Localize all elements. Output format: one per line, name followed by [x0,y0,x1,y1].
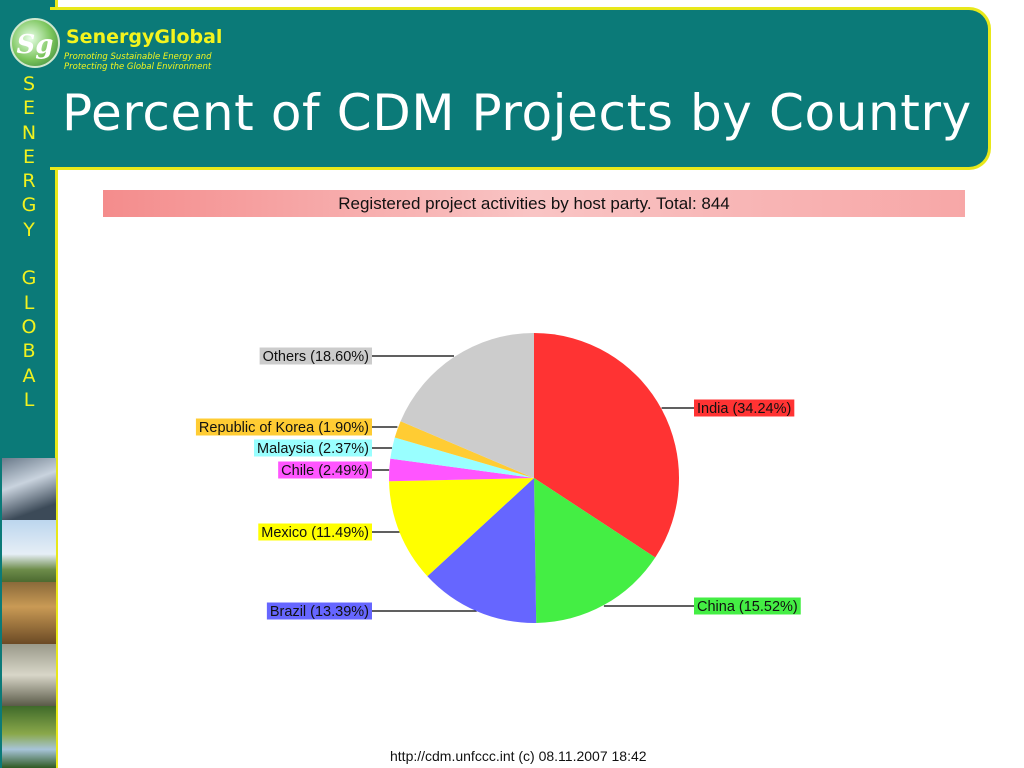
pie-label-bg-chile [278,461,372,479]
pie-label-text-india: India (34.24%) [697,401,791,417]
pie-label-text-others: Others (18.60%) [263,349,369,365]
pie-slice-brazil [427,478,537,623]
logo-letters: Sg [16,30,54,60]
pie-label-text-republic-of-korea: Republic of Korea (1.90%) [199,420,369,436]
pie-label-bg-india [694,399,795,417]
pie-label-text-brazil: Brazil (13.39%) [270,604,369,620]
pie-label-malaysia: Malaysia (2.37%) [253,439,372,457]
photo-strip [2,458,56,768]
page-title: Percent of CDM Projects by Country [62,84,972,142]
pie-label-bg-mexico [258,523,372,541]
brand-tagline: Promoting Sustainable Energy and Protect… [64,52,212,72]
source-note: http://cdm.unfccc.int (c) 08.11.2007 18:… [390,748,647,764]
pie-label-bg-china [694,597,801,615]
pie-label-text-malaysia: Malaysia (2.37%) [257,441,369,457]
pie-label-republic-of-korea: Republic of Korea (1.90%) [195,418,372,436]
logo-icon: Sg [10,18,60,68]
pie-label-text-mexico: Mexico (11.49%) [261,525,369,541]
pie-slice-republic-of-korea [394,421,534,478]
pie-slice-chile [389,458,534,482]
pie-label-chile: Chile (2.49%) [278,461,372,479]
pie-label-bg-brazil [266,602,372,620]
pie-slice-others [400,333,534,478]
pie-slice-china [534,478,656,623]
pie-slice-mexico [389,478,534,577]
pie-label-brazil: Brazil (13.39%) [266,602,372,620]
photo-industrial [2,644,56,706]
pie-label-india: India (34.24%) [694,399,795,417]
header-band [50,7,991,170]
pie-label-china: China (15.52%) [694,597,801,615]
pie-slice-malaysia [390,437,534,478]
pie-label-text-china: China (15.52%) [697,599,798,615]
pie-slice-india [534,333,679,558]
pie-label-mexico: Mexico (11.49%) [258,523,372,541]
photo-forest [2,706,56,768]
pie-label-others: Others (18.60%) [259,347,372,365]
photo-factory [2,582,56,644]
chart-title-banner [103,190,965,217]
vertical-brand-text: S E N E R G Y G L O B A L [21,73,37,411]
brand-name: SenergyGlobal [66,26,223,48]
pie-label-bg-others [259,347,372,365]
photo-wind-turbine [2,520,56,582]
photo-bulb [2,458,56,520]
pie-label-bg-republic-of-korea [195,418,372,436]
pie-label-text-chile: Chile (2.49%) [281,463,369,479]
left-sidebar: S E N E R G Y G L O B A L [0,0,58,768]
chart-title: Registered project activities by host pa… [338,194,730,213]
pie-label-bg-malaysia [253,439,372,457]
